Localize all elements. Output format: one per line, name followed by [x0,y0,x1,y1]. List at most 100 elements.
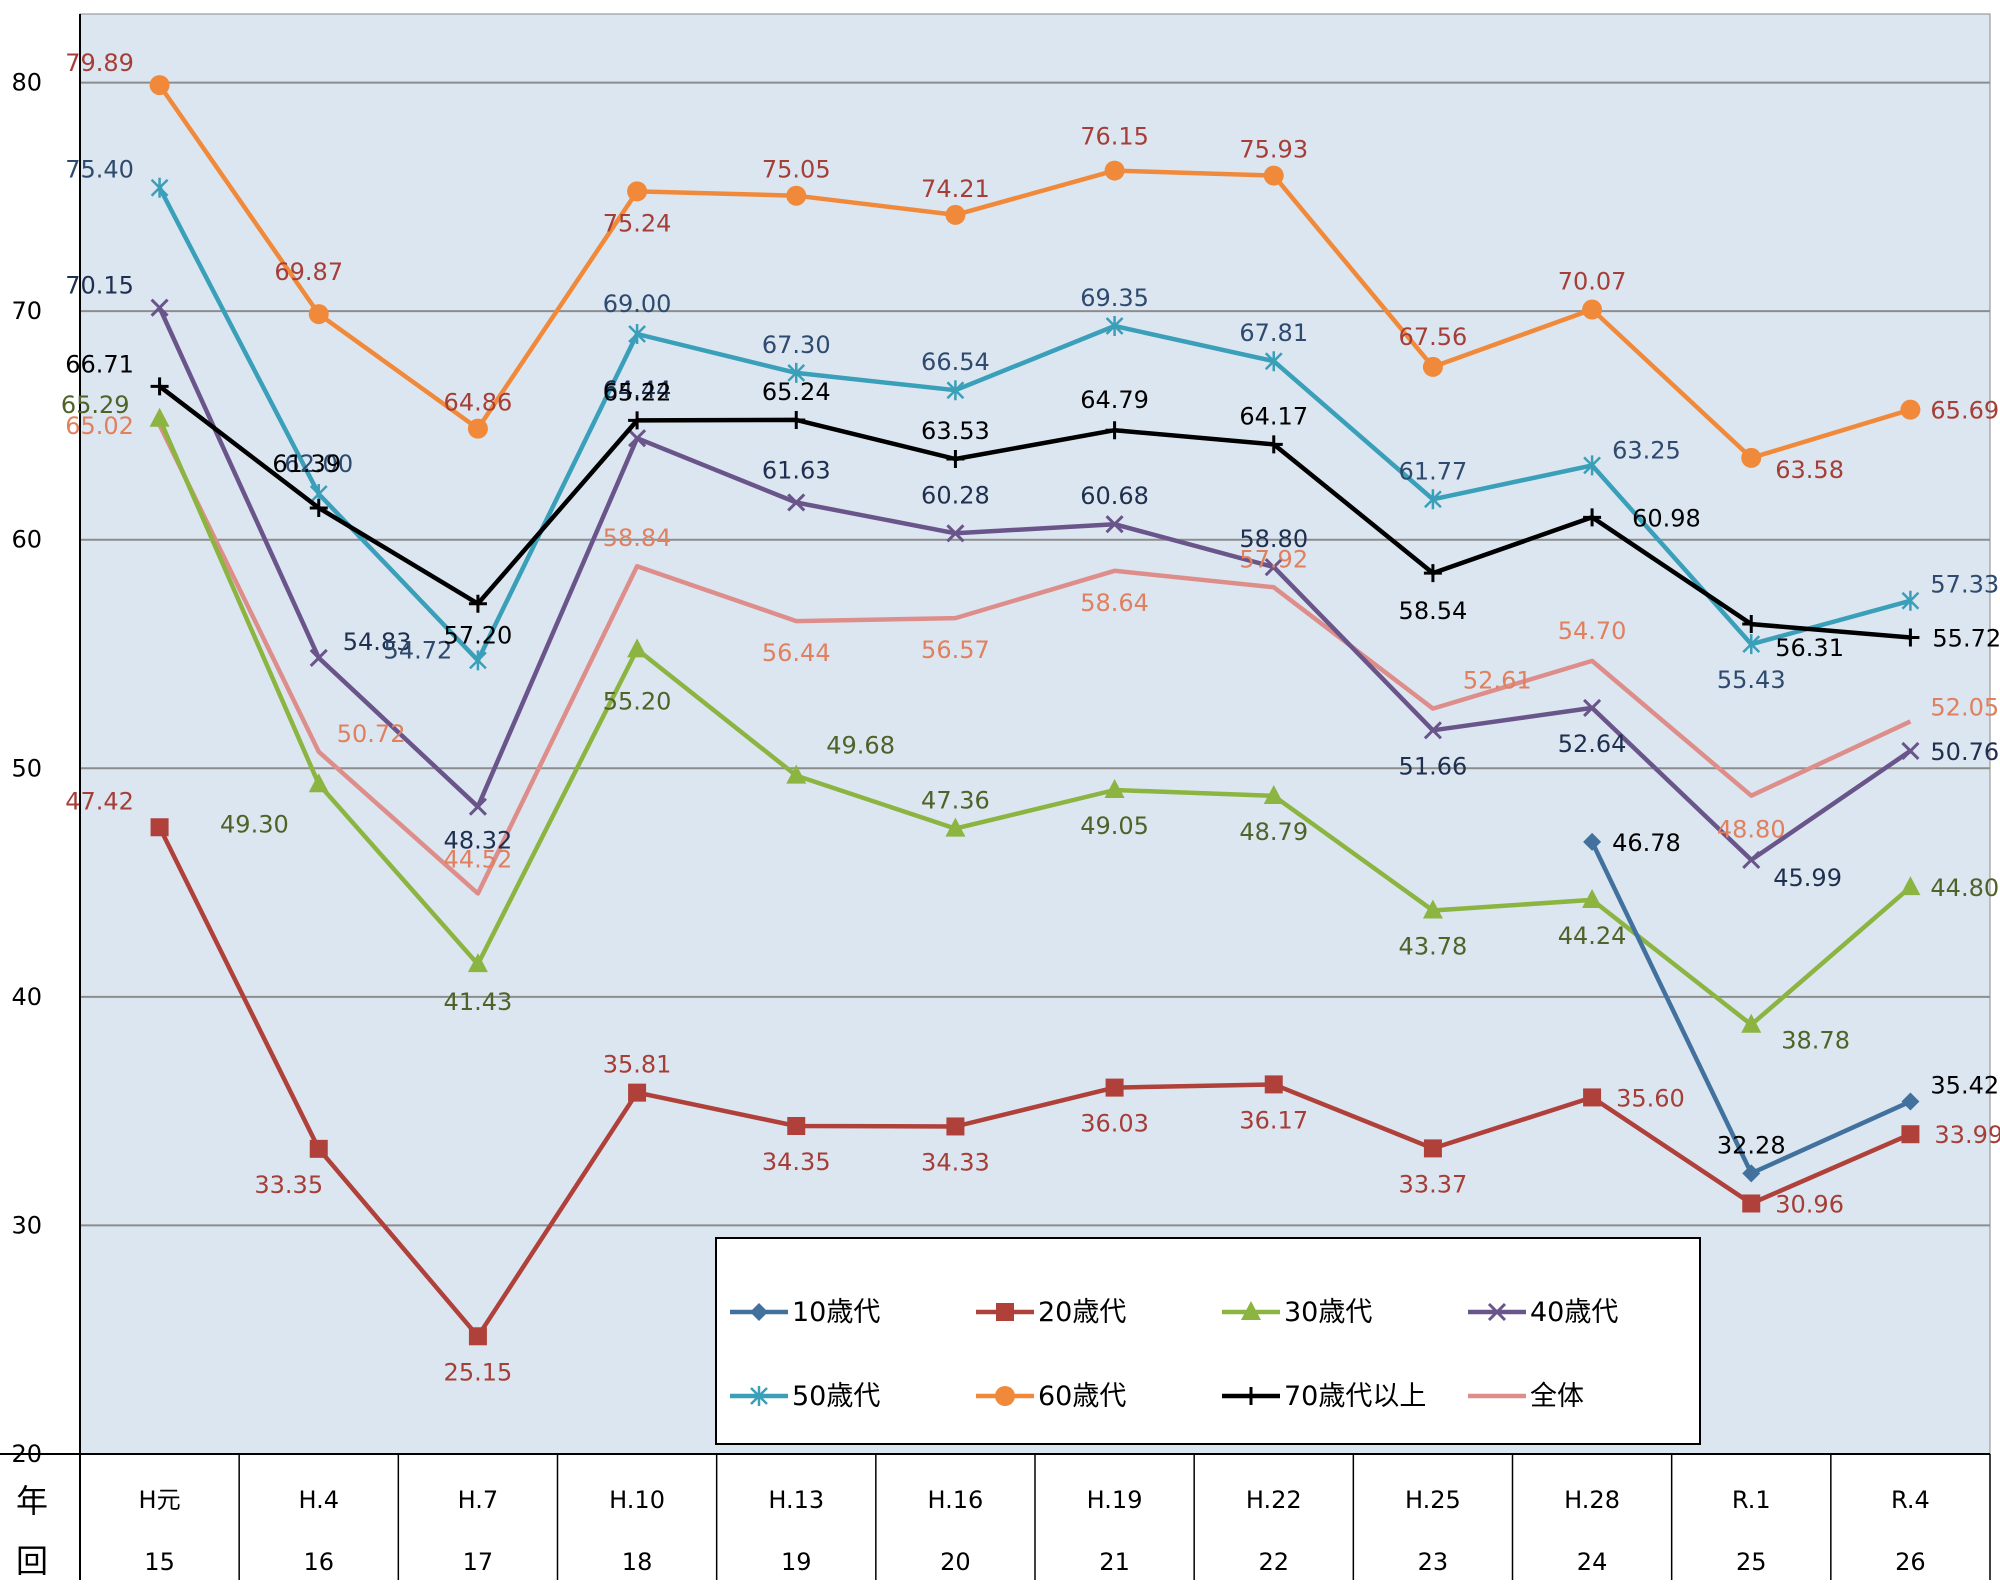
data-label: 48.80 [1717,816,1786,844]
legend-label: 10歳代 [792,1297,880,1328]
data-marker [1487,1302,1507,1322]
data-marker [309,648,328,667]
data-label: 33.35 [254,1171,323,1199]
data-marker [1742,615,1761,634]
data-label: 62.00 [284,450,353,478]
data-label: 45.99 [1773,864,1842,892]
legend-label: 30歳代 [1284,1297,1372,1328]
legend-label: 20歳代 [1038,1297,1126,1328]
x-category-count-label: 25 [1736,1548,1767,1576]
series-line [158,384,1911,640]
data-marker [945,817,966,837]
data-marker [469,650,487,671]
x-category-label: H.28 [1564,1486,1620,1514]
data-marker [1422,899,1443,919]
data-marker [150,818,169,837]
data-label: 52.64 [1558,730,1627,758]
data-marker [149,75,170,96]
data-marker [150,177,169,198]
y-tick-label: 80 [11,69,42,97]
data-label: 48.32 [444,827,513,855]
data-marker [1742,1164,1761,1183]
row-label-year: 年 [16,1482,48,1520]
data-label: 65.24 [762,378,831,406]
data-marker [308,773,329,793]
data-label: 33.37 [1399,1170,1468,1198]
data-label: 35.81 [603,1051,672,1079]
data-marker [1104,160,1125,181]
data-label: 67.81 [1239,319,1308,347]
data-label: 46.78 [1612,829,1681,857]
data-label: 63.25 [1612,436,1681,464]
legend-label: 50歳代 [792,1381,880,1412]
data-label: 61.39 [272,450,341,478]
data-marker [627,638,648,658]
x-category-label: H.10 [609,1486,665,1514]
data-marker [1264,435,1283,454]
data-marker [1742,634,1761,655]
data-label: 55.43 [1717,666,1786,694]
data-label: 50.76 [1930,738,1999,766]
row-label-round: 回 [16,1542,48,1580]
y-tick-label: 30 [11,1211,42,1239]
data-marker [787,410,806,429]
series-line [157,424,1912,896]
data-label: 56.31 [1775,634,1844,662]
data-label: 44.52 [444,846,513,874]
data-label: 76.15 [1080,123,1149,151]
data-label: 36.17 [1239,1106,1308,1134]
data-label: 55.72 [1932,625,2000,653]
data-marker [787,362,806,383]
data-label: 41.43 [444,988,513,1016]
data-label: 56.44 [762,639,831,667]
data-label: 54.83 [343,628,412,656]
x-category-count-label: 20 [940,1548,971,1576]
y-tick-label: 70 [11,297,42,325]
x-category-count-label: 15 [144,1548,175,1576]
data-marker [946,524,965,543]
data-label: 79.89 [65,49,134,77]
x-category-count-label: 17 [463,1548,494,1576]
data-label: 44.80 [1930,874,1999,902]
data-marker [1105,316,1124,336]
data-label: 70.07 [1558,268,1627,296]
data-label: 34.33 [921,1148,990,1176]
data-label: 49.30 [220,810,289,838]
data-marker [1263,165,1284,186]
data-label: 75.05 [762,156,831,184]
data-label: 66.71 [65,350,134,378]
data-marker [1741,447,1762,468]
data-marker [1741,1013,1762,1033]
data-label: 47.42 [65,787,134,815]
data-marker [1582,299,1603,320]
series-line [157,83,1912,461]
data-marker [1422,356,1443,377]
data-marker [1583,698,1602,718]
data-label: 74.21 [921,175,990,203]
data-label: 58.80 [1239,525,1308,553]
y-tick-label: 50 [11,754,42,782]
data-marker [309,498,328,517]
data-label: 52.05 [1930,693,1999,721]
data-marker [1901,1092,1920,1111]
data-marker [787,1117,806,1135]
data-label: 54.70 [1558,617,1627,645]
x-category-count-label: 26 [1895,1548,1926,1576]
data-label: 58.54 [1399,597,1468,625]
data-marker [787,493,806,512]
data-label: 67.56 [1399,323,1468,351]
data-label: 61.63 [762,456,831,484]
x-category-count-label: 19 [781,1548,812,1576]
data-marker [786,764,807,784]
legend-label: 40歳代 [1530,1297,1618,1328]
data-marker [786,185,807,206]
y-tick-label: 40 [11,983,42,1011]
data-label: 69.87 [274,258,343,286]
x-category-count-label: 21 [1099,1548,1130,1576]
data-marker [467,953,488,973]
data-marker [1264,1075,1283,1094]
legend-label: 60歳代 [1038,1381,1126,1412]
data-marker [1263,784,1284,804]
data-label: 49.68 [826,732,895,760]
